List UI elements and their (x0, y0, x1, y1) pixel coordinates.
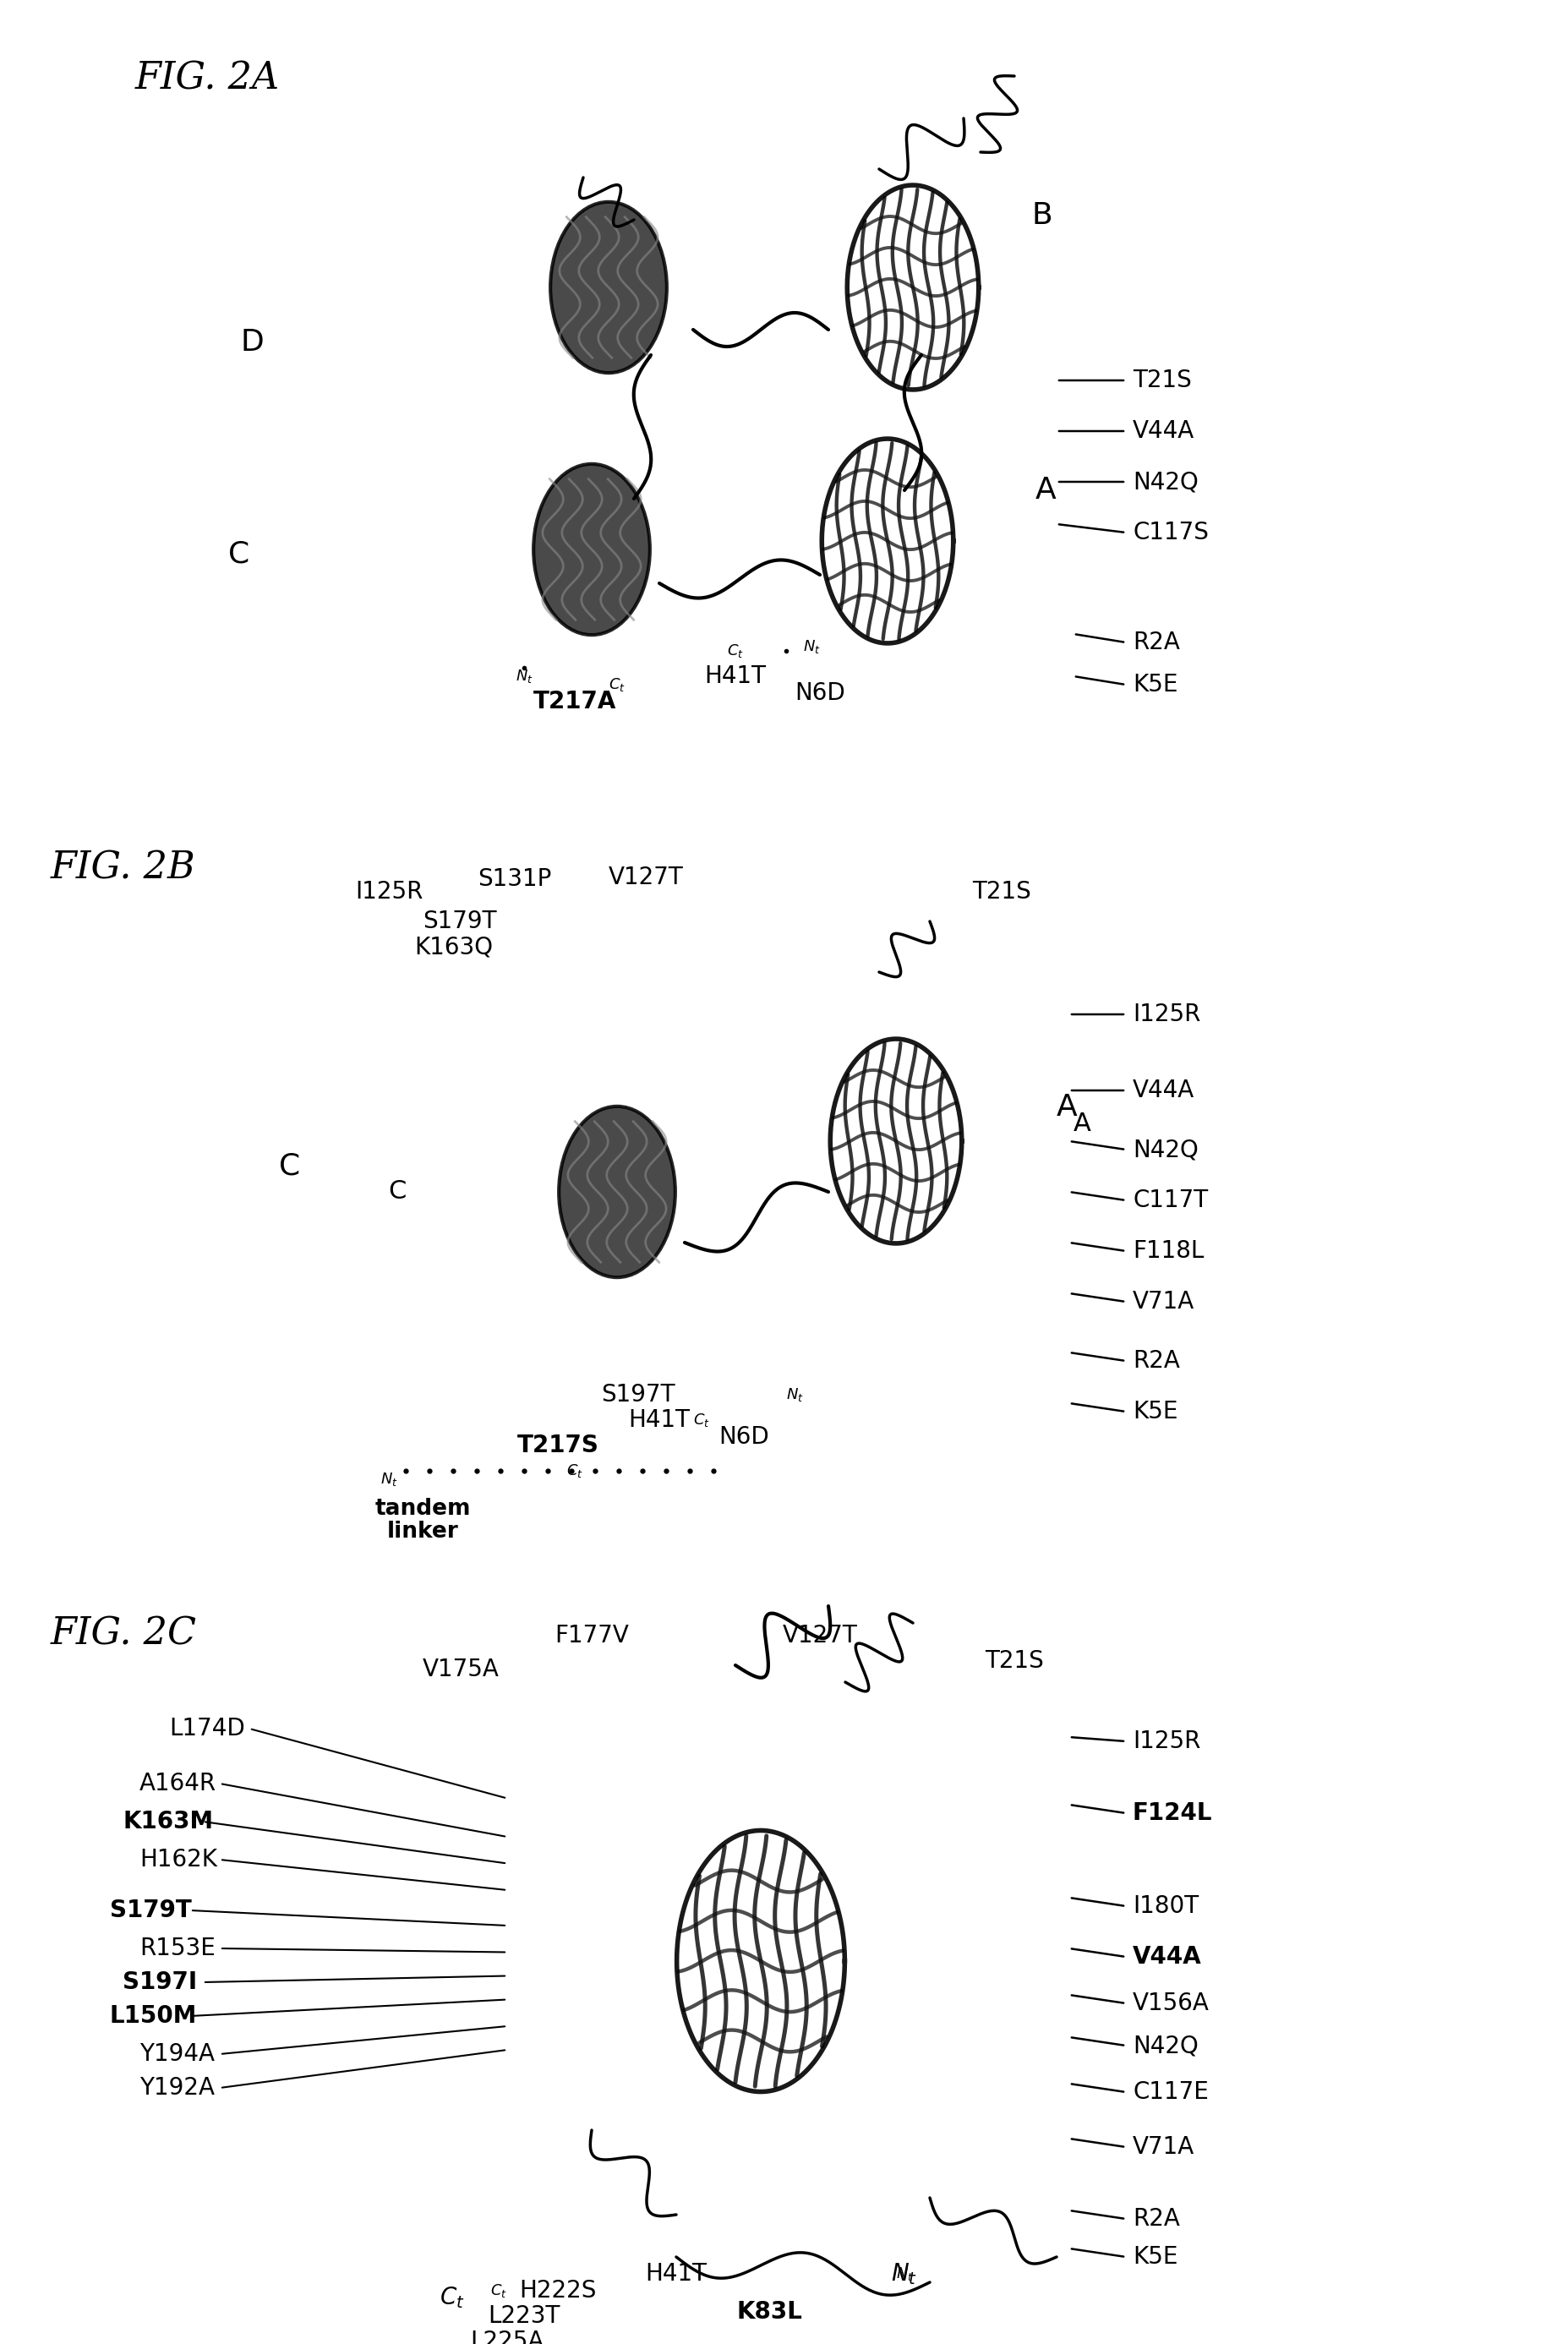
Text: V156A: V156A (1132, 1992, 1209, 2016)
Text: C117T: C117T (1132, 1188, 1207, 1212)
Text: H41T: H41T (629, 1409, 690, 1432)
Ellipse shape (550, 202, 666, 373)
Text: $N_t$: $N_t$ (379, 1470, 398, 1488)
Text: N42Q: N42Q (1132, 2035, 1198, 2058)
Text: Y192A: Y192A (140, 2077, 215, 2100)
Text: V127T: V127T (782, 1624, 858, 1648)
Text: N42Q: N42Q (1132, 471, 1198, 495)
Text: N42Q: N42Q (1132, 1137, 1198, 1160)
Text: $C_t$: $C_t$ (608, 675, 626, 694)
Text: A: A (1073, 1111, 1091, 1137)
Text: $C_t$: $C_t$ (491, 2283, 506, 2299)
Text: N6D: N6D (718, 1425, 768, 1449)
Text: I180T: I180T (1132, 1894, 1198, 1917)
Text: K5E: K5E (1132, 1399, 1178, 1423)
Text: S131P: S131P (478, 867, 552, 891)
Text: L150M: L150M (110, 2004, 198, 2028)
Text: V71A: V71A (1132, 1289, 1195, 1313)
Text: $N_t$: $N_t$ (786, 1385, 803, 1404)
Text: F177V: F177V (555, 1624, 629, 1648)
Text: $C_t$: $C_t$ (566, 1463, 583, 1479)
Text: S197T: S197T (601, 1383, 676, 1406)
Text: B: B (1032, 202, 1052, 230)
Text: Y194A: Y194A (140, 2042, 215, 2065)
Text: K5E: K5E (1132, 2246, 1178, 2269)
Text: S197I: S197I (122, 1971, 198, 1995)
Text: T21S: T21S (1132, 368, 1192, 391)
Text: S179T: S179T (110, 1899, 191, 1922)
Text: H162K: H162K (140, 1847, 218, 1871)
Text: H41T: H41T (704, 663, 767, 689)
Text: C117S: C117S (1132, 520, 1209, 544)
Text: A: A (1057, 1092, 1077, 1123)
Ellipse shape (558, 1106, 676, 1277)
Text: K83L: K83L (737, 2299, 803, 2323)
Text: K163M: K163M (122, 1810, 213, 1833)
Text: L225A: L225A (470, 2330, 544, 2344)
Text: D: D (241, 328, 265, 356)
Text: L174D: L174D (169, 1716, 245, 1742)
Text: V71A: V71A (1132, 2135, 1195, 2159)
Text: $N_t$: $N_t$ (895, 2264, 913, 2283)
Text: R153E: R153E (140, 1936, 215, 1960)
Text: A: A (1035, 476, 1057, 504)
Text: V175A: V175A (422, 1657, 499, 1681)
Text: F124L: F124L (1132, 1800, 1212, 1826)
Text: FIG. 2C: FIG. 2C (50, 1615, 198, 1653)
Text: FIG. 2A: FIG. 2A (135, 61, 281, 96)
Text: S179T: S179T (423, 909, 497, 933)
Text: I125R: I125R (354, 879, 423, 905)
Text: T21S: T21S (972, 879, 1032, 905)
Text: C117E: C117E (1132, 2079, 1209, 2105)
Text: C: C (389, 1179, 406, 1205)
Text: L223T: L223T (488, 2304, 560, 2328)
Text: $C_t$: $C_t$ (439, 2285, 464, 2311)
Text: R2A: R2A (1132, 1350, 1179, 1374)
Text: V44A: V44A (1132, 1946, 1201, 1969)
Text: C: C (279, 1153, 301, 1181)
Text: linker: linker (387, 1521, 458, 1542)
Text: V44A: V44A (1132, 420, 1195, 443)
Text: T21S: T21S (985, 1650, 1044, 1674)
Text: I125R: I125R (1132, 1003, 1201, 1027)
Text: R2A: R2A (1132, 631, 1179, 654)
Text: I125R: I125R (1132, 1730, 1201, 1753)
Text: A164R: A164R (140, 1772, 216, 1796)
Text: T217S: T217S (517, 1435, 599, 1458)
Text: V44A: V44A (1132, 1078, 1195, 1102)
Ellipse shape (533, 464, 649, 635)
Text: K163Q: K163Q (414, 935, 492, 959)
Text: V127T: V127T (608, 865, 684, 888)
Text: $N_t$: $N_t$ (516, 668, 533, 684)
Text: $C_t$: $C_t$ (728, 642, 743, 659)
Text: $N_t$: $N_t$ (891, 2262, 917, 2285)
Text: R2A: R2A (1132, 2208, 1179, 2231)
Text: T217A: T217A (533, 689, 616, 713)
Text: H41T: H41T (646, 2262, 707, 2285)
Text: FIG. 2B: FIG. 2B (50, 851, 196, 886)
Text: $N_t$: $N_t$ (803, 638, 820, 654)
Text: K5E: K5E (1132, 673, 1178, 696)
Text: $C_t$: $C_t$ (693, 1411, 710, 1427)
Text: C: C (229, 539, 249, 567)
Text: N6D: N6D (795, 682, 845, 706)
Text: tandem: tandem (375, 1498, 470, 1519)
Text: H222S: H222S (519, 2278, 596, 2302)
Text: F118L: F118L (1132, 1240, 1204, 1263)
